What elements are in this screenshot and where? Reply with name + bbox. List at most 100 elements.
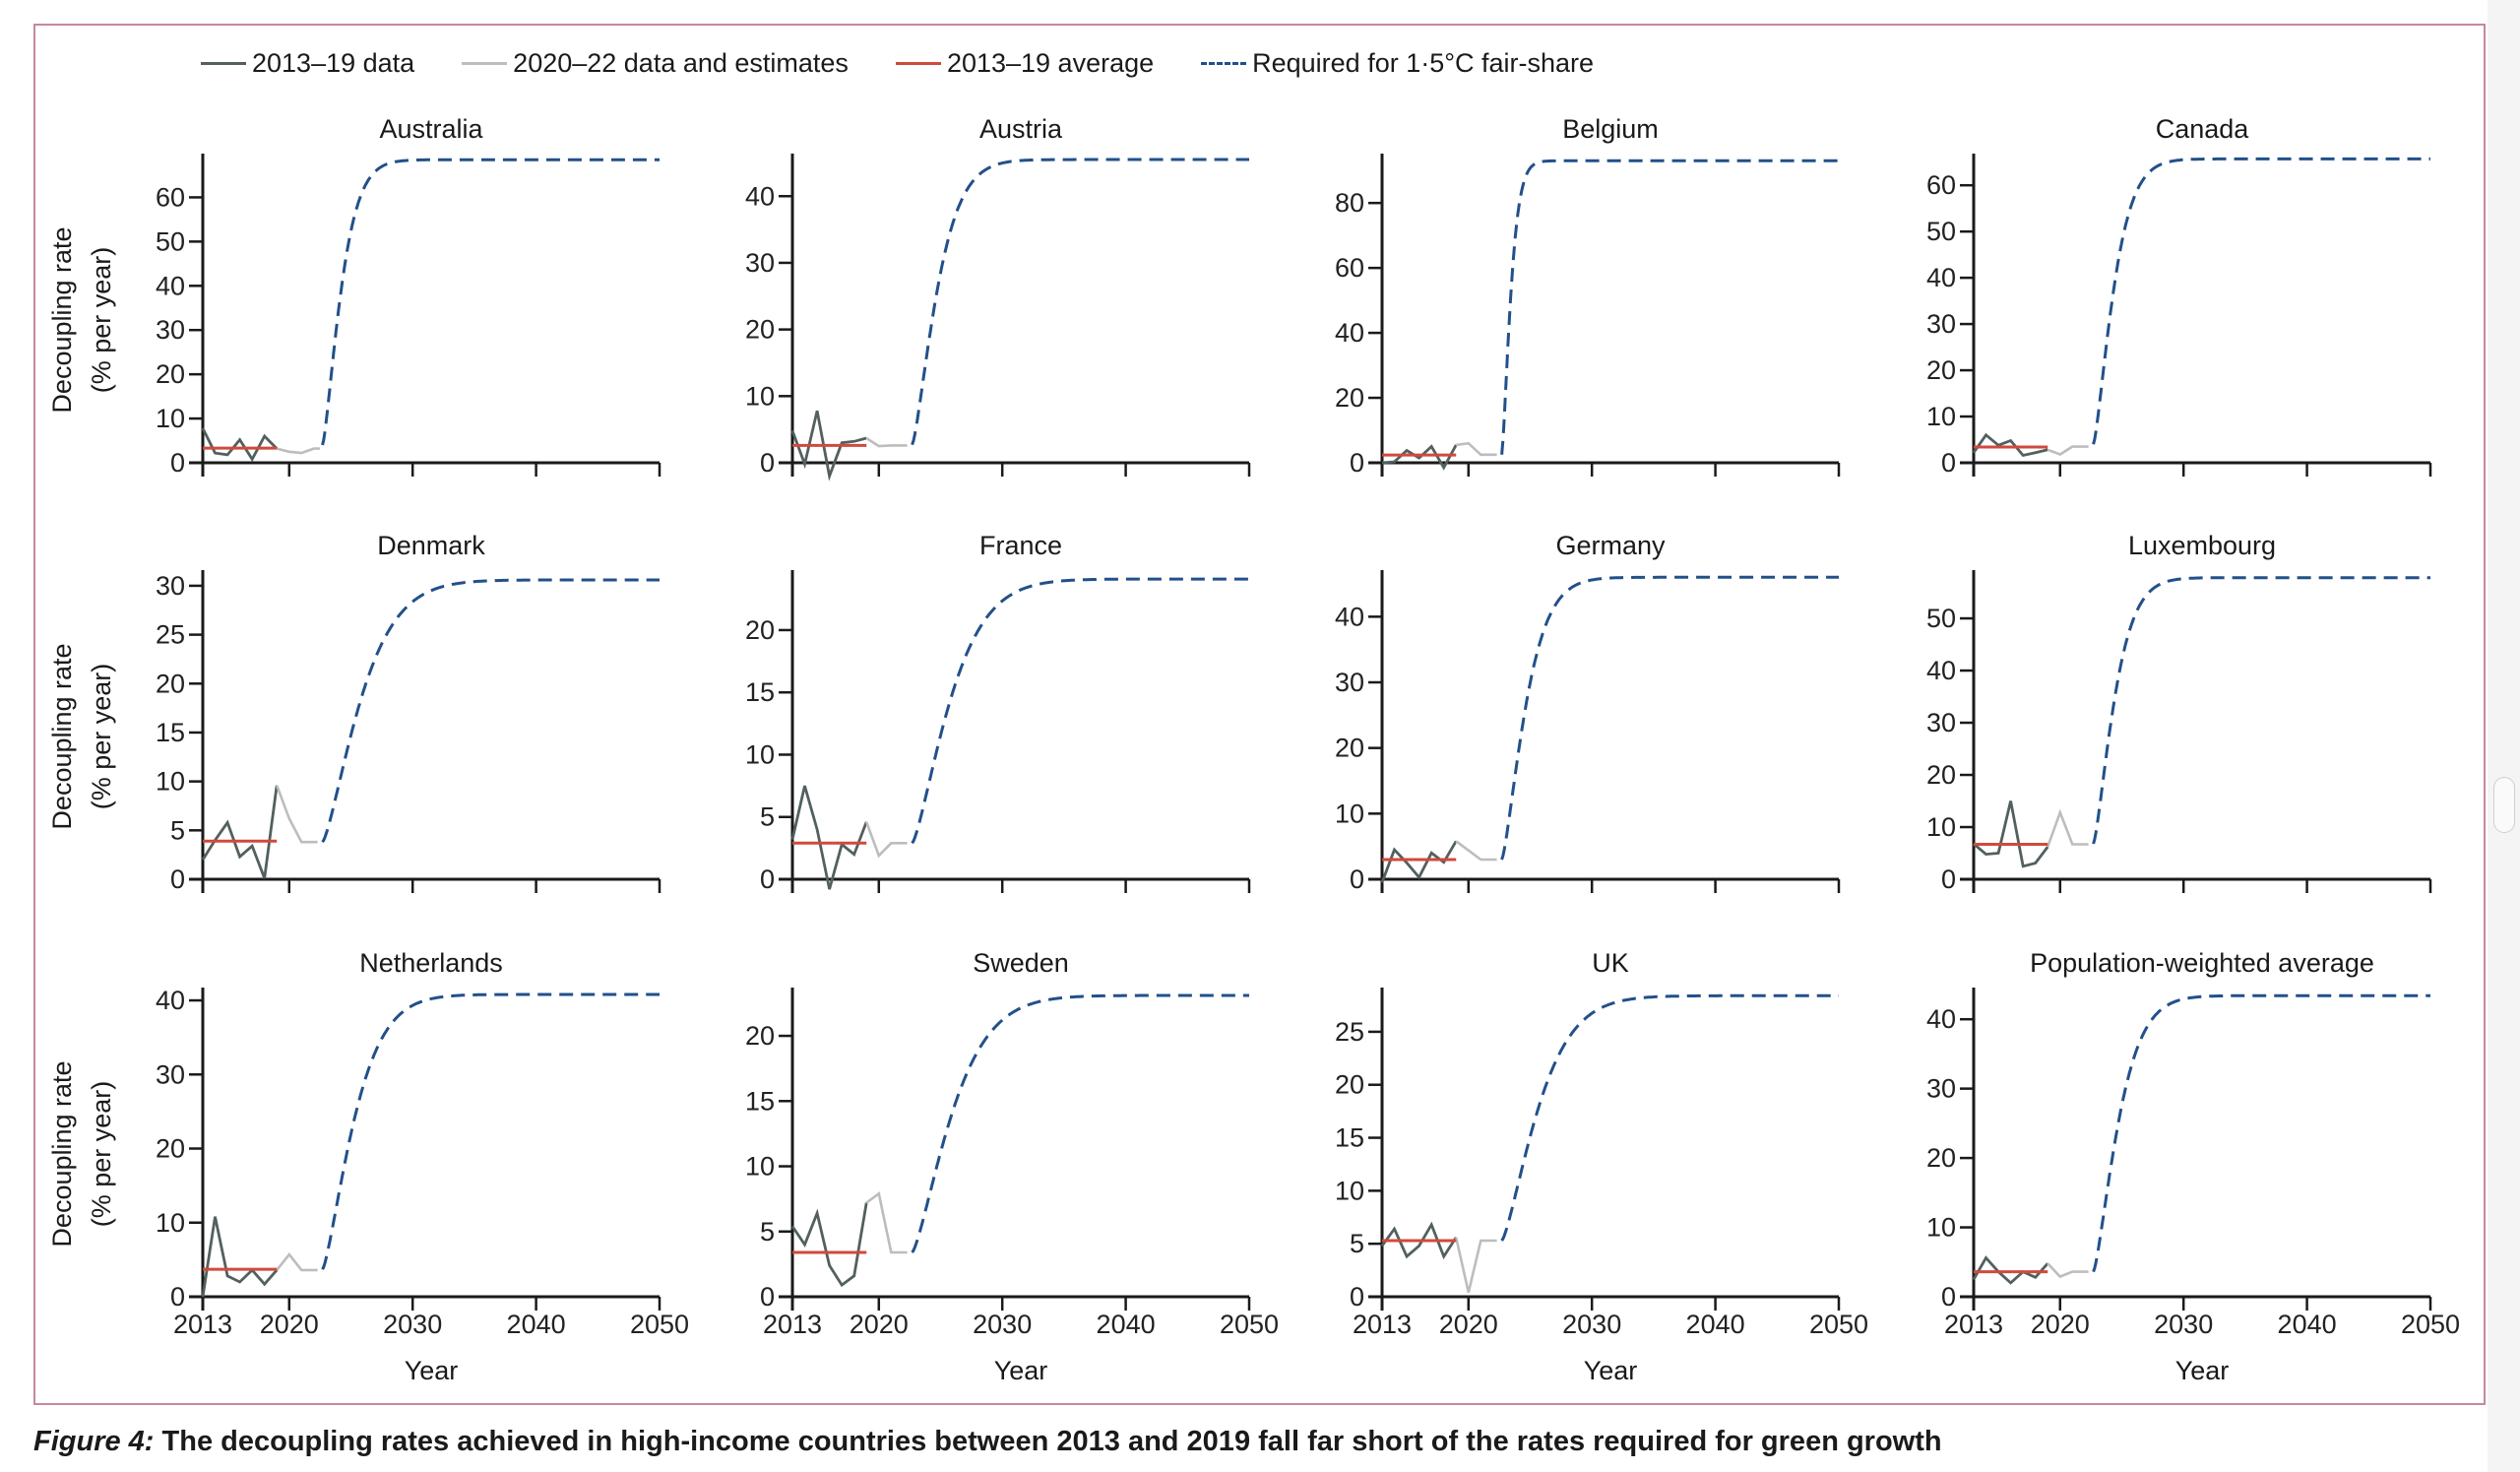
- x-tick-label: 2013: [1353, 1310, 1412, 1339]
- series-required-fair-share: [911, 158, 1249, 446]
- series-2020-22-estimates: [1454, 1237, 1497, 1293]
- y-tick-label: 5: [760, 1217, 775, 1247]
- panel-title: Denmark: [377, 531, 485, 560]
- x-tick-label: 2013: [173, 1310, 232, 1339]
- series-required-fair-share: [321, 992, 660, 1270]
- y-tick-label: 20: [1926, 355, 1956, 385]
- series-required-fair-share: [2092, 157, 2430, 445]
- panel-title: Sweden: [973, 948, 1069, 978]
- series-2020-22-estimates: [864, 821, 908, 859]
- legend-swatch-solid-red: [895, 61, 941, 65]
- y-tick-label: 20: [745, 615, 775, 645]
- panel-population-weighted-average: Population-weighted average0102030402013…: [1926, 948, 2460, 1385]
- panel-germany: Germany 0 10 20 30 40: [1335, 531, 1841, 894]
- x-tick-label: 2040: [507, 1310, 566, 1339]
- panel-uk: UK 0 5 10 15 20 25 2013 2020 2030 2040 2050 Year: [1335, 948, 1868, 1385]
- y-tick-label: 30: [156, 571, 185, 601]
- panel-sweden: Sweden 0 5 10 15 20 2013 2020 2030 2040 2050 Year: [745, 948, 1279, 1385]
- series-required-fair-share: [1500, 159, 1839, 455]
- y-tick-label: 30: [1926, 708, 1956, 737]
- x-tick-label: 2050: [2401, 1310, 2460, 1339]
- y-axis-title: Decoupling rate: [47, 643, 77, 829]
- y-tick-label: 80: [1335, 188, 1364, 218]
- x-tick-label: 2050: [1809, 1310, 1868, 1339]
- y-tick-label: 15: [745, 677, 775, 707]
- x-tick-label: 2020: [850, 1310, 909, 1339]
- y-tick-label: 0: [1350, 1282, 1364, 1312]
- y-tick-label: 40: [745, 181, 775, 211]
- series-required-fair-share: [2092, 576, 2430, 845]
- y-tick-label: 10: [1335, 1176, 1364, 1205]
- series-required-fair-share: [321, 158, 660, 446]
- y-tick-label: 10: [156, 404, 185, 433]
- y-axis-title: Decoupling rate: [47, 226, 77, 413]
- x-tick-label: 2020: [1439, 1310, 1498, 1339]
- series-2013-19-data: [201, 785, 279, 879]
- panel-title: Canada: [2156, 114, 2250, 144]
- panel-title: Austria: [979, 114, 1063, 144]
- series-2013-19-data: [1973, 800, 2049, 868]
- legend-item-required: Required for 1·5°C fair-share: [1201, 48, 1594, 79]
- y-tick-label: 40: [1926, 263, 1956, 292]
- y-tick-label: 40: [1335, 602, 1364, 631]
- panel-belgium: Belgium 0 20 40 60 80: [1335, 114, 1841, 478]
- y-tick-label: 20: [156, 359, 185, 389]
- series-2020-22-estimates: [276, 447, 321, 455]
- x-tick-label: 2040: [1097, 1310, 1156, 1339]
- y-tick-label: 20: [745, 1021, 775, 1051]
- y-tick-label: 10: [1926, 402, 1956, 431]
- y-tick-label: 10: [1335, 799, 1364, 828]
- y-tick-label: 10: [745, 381, 775, 411]
- y-tick-label: 40: [156, 271, 185, 300]
- series-required-fair-share: [911, 577, 1249, 845]
- figure-caption: Figure 4: The decoupling rates achieved …: [33, 1426, 1942, 1458]
- panel-title: Luxembourg: [2128, 531, 2276, 560]
- y-tick-label: 25: [1335, 1017, 1364, 1047]
- x-tick-label: 2013: [1944, 1310, 2003, 1339]
- caption-text: The decoupling rates achieved in high-in…: [154, 1426, 1942, 1457]
- legend-item-average: 2013–19 average: [895, 47, 1155, 79]
- x-axis-title: Year: [994, 1356, 1048, 1385]
- series-required-fair-share: [911, 993, 1249, 1253]
- panel-france: France 0 5 10 15 20: [745, 531, 1251, 894]
- y-tick-label: 30: [1926, 1074, 1956, 1104]
- series-required-fair-share: [321, 578, 660, 844]
- y-tick-label: 30: [745, 248, 775, 278]
- series-required-fair-share: [1500, 993, 1839, 1242]
- y-tick-label: 0: [1941, 864, 1956, 894]
- series-2020-22-estimates: [2047, 445, 2089, 456]
- x-tick-label: 2030: [973, 1310, 1032, 1339]
- y-tick-label: 10: [156, 767, 185, 797]
- x-axis-title: Year: [2175, 1356, 2230, 1385]
- y-tick-label: 0: [1350, 448, 1364, 478]
- y-tick-label: 10: [156, 1208, 185, 1238]
- panel-title: UK: [1592, 948, 1629, 978]
- y-tick-label: 5: [170, 815, 185, 845]
- y-tick-label: 50: [1926, 217, 1956, 246]
- legend-item-2013-19-data: 2013–19 data: [201, 48, 414, 79]
- y-tick-label: 0: [760, 448, 775, 478]
- panel-title: Germany: [1555, 531, 1666, 560]
- y-axis-title: Decoupling rate: [47, 1060, 77, 1247]
- scroll-handle[interactable]: [2493, 777, 2515, 833]
- series-2013-19-data: [1972, 1255, 2049, 1285]
- series-required-fair-share: [2092, 993, 2430, 1273]
- x-axis-title: Year: [405, 1356, 459, 1385]
- series-2013-19-data: [201, 1216, 279, 1298]
- x-tick-label: 2040: [1686, 1310, 1745, 1339]
- series-2020-22-estimates: [1456, 441, 1497, 457]
- y-tick-label: 0: [170, 864, 185, 894]
- y-tick-label: 5: [1350, 1229, 1364, 1258]
- legend-label: 2020–22 data and estimates: [513, 47, 849, 78]
- x-tick-label: 2020: [260, 1310, 319, 1339]
- y-tick-label: 20: [1926, 1143, 1956, 1173]
- x-tick-label: 2040: [2278, 1310, 2337, 1339]
- x-tick-label: 2030: [383, 1310, 442, 1339]
- panel-austria: Austria 0 10 20 30 40: [745, 114, 1251, 481]
- y-tick-label: 20: [1335, 734, 1364, 763]
- legend-label: 2013–19 average: [946, 47, 1155, 78]
- series-2013-19-data: [1972, 432, 2048, 458]
- y-tick-label: 20: [156, 1134, 185, 1164]
